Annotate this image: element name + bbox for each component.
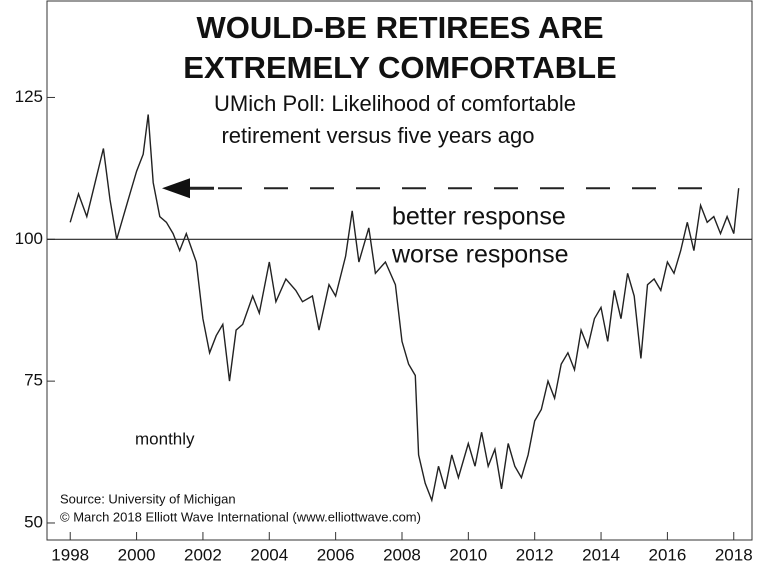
x-tick-label: 2012: [516, 545, 554, 564]
x-tick-label: 1998: [51, 545, 89, 564]
y-tick-label: 50: [24, 512, 43, 531]
x-tick-label: 2016: [648, 545, 686, 564]
x-tick-label: 2008: [383, 545, 421, 564]
subtitle: retirement versus five years ago: [221, 123, 534, 148]
x-tick-label: 2004: [250, 545, 288, 564]
x-tick-label: 2006: [317, 545, 355, 564]
chart-title: WOULD-BE RETIREES ARE: [196, 10, 603, 45]
x-tick-label: 2018: [715, 545, 753, 564]
source: Source: University of Michigan: [60, 491, 236, 506]
y-tick-label: 75: [24, 371, 43, 390]
arrow-head: [162, 178, 190, 199]
data-line: [69, 114, 740, 503]
annotation: monthly: [135, 429, 195, 448]
y-tick-label: 125: [15, 87, 43, 106]
chart-title: EXTREMELY COMFORTABLE: [183, 50, 616, 85]
annotation: worse response: [391, 241, 568, 269]
x-tick-label: 2002: [184, 545, 222, 564]
subtitle: UMich Poll: Likelihood of comfortable: [214, 91, 576, 116]
y-tick-label: 100: [15, 229, 43, 248]
annotation: better response: [392, 203, 566, 231]
plot-frame: [46, 0, 753, 541]
x-tick-label: 2010: [449, 545, 487, 564]
copyright: © March 2018 Elliott Wave International …: [60, 509, 421, 524]
x-tick-label: 2000: [118, 545, 156, 564]
x-tick-label: 2014: [582, 545, 620, 564]
